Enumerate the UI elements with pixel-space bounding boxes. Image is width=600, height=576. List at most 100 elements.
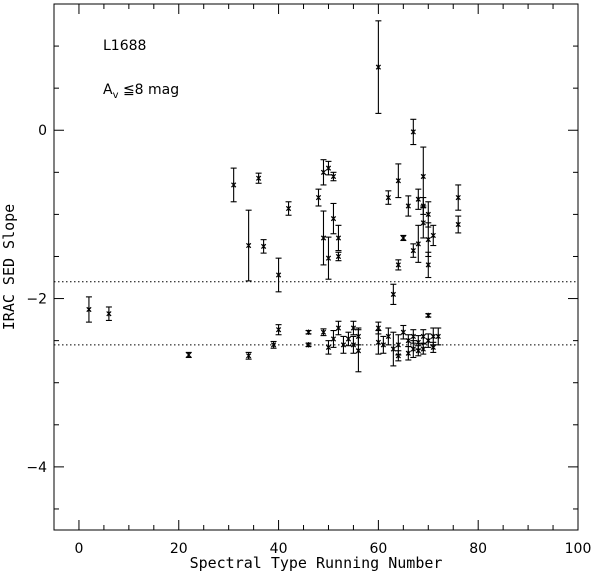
point-marker bbox=[425, 337, 431, 344]
point-marker bbox=[86, 306, 92, 313]
data-point bbox=[395, 163, 402, 199]
plot-frame bbox=[53, 3, 579, 531]
data-point bbox=[395, 350, 402, 362]
x-tick-label: 20 bbox=[170, 541, 188, 557]
extinction-label-subscript: v bbox=[113, 90, 119, 101]
point-marker bbox=[320, 235, 327, 241]
point-marker bbox=[305, 329, 312, 335]
point-marker bbox=[455, 221, 461, 228]
data-point bbox=[335, 320, 342, 336]
point-marker bbox=[410, 247, 416, 254]
x-axis-title: Spectral Type Running Number bbox=[190, 554, 443, 572]
point-marker bbox=[390, 346, 396, 352]
data-points bbox=[85, 20, 462, 373]
point-marker bbox=[275, 326, 282, 333]
data-point bbox=[230, 167, 237, 203]
point-marker bbox=[335, 235, 342, 241]
data-point bbox=[455, 215, 462, 234]
point-marker bbox=[246, 242, 252, 249]
y-axis-title: IRAC SED Slope bbox=[0, 204, 18, 330]
point-marker bbox=[255, 175, 262, 181]
data-point bbox=[420, 207, 427, 239]
region-label: L1688 bbox=[103, 38, 146, 54]
data-point bbox=[325, 340, 332, 355]
y-tick-label: −2 bbox=[26, 292, 47, 308]
data-point bbox=[385, 190, 392, 205]
point-marker bbox=[415, 196, 421, 202]
data-point bbox=[330, 329, 337, 348]
data-point bbox=[435, 327, 442, 346]
point-marker bbox=[231, 182, 237, 188]
point-marker bbox=[325, 255, 332, 261]
point-marker bbox=[350, 342, 357, 348]
y-tick-label: −4 bbox=[26, 460, 47, 476]
data-point bbox=[425, 312, 432, 319]
point-marker bbox=[425, 236, 431, 243]
data-point bbox=[405, 345, 412, 361]
data-point bbox=[415, 188, 422, 210]
data-point bbox=[425, 251, 432, 279]
data-point bbox=[380, 335, 387, 354]
data-point bbox=[415, 224, 422, 263]
extinction-label-suffix: ≦8 mag bbox=[119, 82, 180, 98]
data-point bbox=[330, 202, 337, 235]
data-point bbox=[245, 209, 252, 282]
data-point bbox=[325, 236, 332, 280]
point-marker bbox=[430, 344, 436, 351]
data-point bbox=[400, 234, 407, 242]
data-point bbox=[410, 340, 417, 359]
data-point bbox=[275, 324, 282, 336]
point-marker bbox=[320, 169, 327, 176]
data-point bbox=[430, 341, 437, 353]
point-marker bbox=[335, 325, 342, 331]
point-marker bbox=[420, 346, 426, 352]
point-marker bbox=[435, 333, 441, 340]
point-marker bbox=[405, 203, 411, 209]
point-marker bbox=[285, 205, 292, 212]
point-marker bbox=[325, 165, 332, 171]
point-marker bbox=[420, 220, 426, 226]
data-point bbox=[245, 351, 252, 360]
point-marker bbox=[395, 178, 401, 184]
data-point bbox=[105, 306, 112, 321]
data-point bbox=[315, 188, 322, 207]
point-marker bbox=[415, 339, 421, 346]
point-marker bbox=[340, 342, 347, 348]
point-marker bbox=[395, 262, 401, 268]
point-marker bbox=[330, 173, 337, 180]
point-marker bbox=[405, 350, 411, 356]
point-marker bbox=[330, 215, 337, 222]
point-marker bbox=[425, 262, 431, 268]
point-marker bbox=[260, 243, 267, 250]
point-marker bbox=[415, 348, 421, 354]
point-marker bbox=[410, 129, 416, 135]
x-tick-label: 0 bbox=[74, 541, 83, 557]
data-point bbox=[390, 283, 397, 306]
point-marker bbox=[395, 353, 401, 359]
point-marker bbox=[106, 311, 112, 317]
point-marker bbox=[246, 353, 252, 359]
point-marker bbox=[325, 344, 332, 351]
data-point bbox=[305, 342, 312, 348]
data-point bbox=[345, 331, 352, 347]
data-point bbox=[275, 257, 282, 293]
point-marker bbox=[355, 348, 362, 354]
point-marker bbox=[425, 312, 431, 319]
point-marker bbox=[345, 336, 352, 342]
data-point bbox=[430, 224, 437, 247]
point-marker bbox=[420, 333, 426, 340]
data-point bbox=[420, 146, 427, 207]
data-point bbox=[410, 243, 417, 258]
data-point bbox=[420, 343, 427, 355]
point-marker bbox=[275, 272, 282, 278]
data-point bbox=[320, 159, 327, 186]
data-point bbox=[320, 328, 327, 337]
data-point bbox=[395, 259, 402, 271]
point-marker bbox=[455, 194, 461, 201]
data-point bbox=[325, 160, 332, 176]
point-marker bbox=[385, 333, 391, 340]
point-marker bbox=[400, 329, 406, 335]
point-marker bbox=[415, 241, 421, 247]
point-marker bbox=[270, 342, 277, 348]
